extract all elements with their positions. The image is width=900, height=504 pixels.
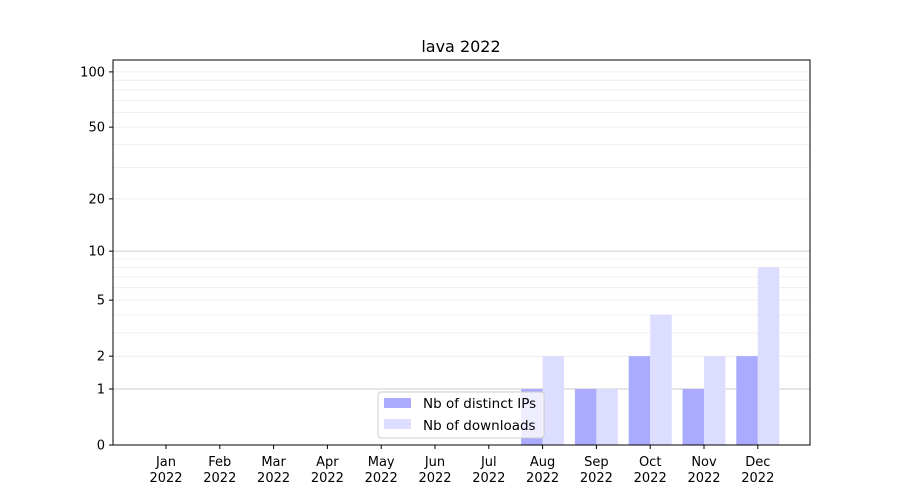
- plot-frame: [112, 59, 811, 446]
- x-tick-label: 2022: [311, 471, 344, 486]
- y-tick-label: 50: [88, 121, 105, 136]
- bar-downloads: [757, 267, 780, 445]
- x-tick-label: 2022: [526, 471, 559, 486]
- x-tick-label: 2022: [418, 471, 451, 486]
- x-tick-label: 2022: [203, 471, 236, 486]
- y-tick-label: 100: [80, 65, 105, 80]
- y-tick-label: 5: [97, 294, 105, 309]
- bar-distinct-ips: [574, 388, 597, 445]
- x-axis: Jan2022Feb2022Mar2022Apr2022May2022Jun20…: [149, 445, 774, 486]
- x-tick-label: Nov: [691, 455, 717, 470]
- x-tick-label: 2022: [365, 471, 398, 486]
- x-tick-label: Oct: [639, 455, 661, 470]
- x-tick-label: Sep: [584, 455, 609, 470]
- x-tick-label: Aug: [530, 455, 555, 470]
- y-tick-label: 1: [97, 382, 105, 397]
- bar-downloads: [704, 356, 726, 445]
- chart-title: lava 2022: [421, 37, 500, 56]
- x-tick-label: Apr: [316, 455, 339, 470]
- x-tick-label: May: [368, 455, 395, 470]
- x-tick-label: Dec: [745, 455, 770, 470]
- x-tick-label: Jan: [155, 455, 176, 470]
- bar-distinct-ips: [682, 388, 704, 445]
- bar-distinct-ips: [736, 356, 758, 445]
- bars: [521, 267, 780, 445]
- x-tick-label: 2022: [741, 471, 774, 486]
- y-tick-label: 0: [97, 439, 105, 454]
- bar-downloads: [596, 388, 618, 445]
- bar-distinct-ips: [628, 356, 651, 445]
- x-tick-label: 2022: [149, 471, 182, 486]
- x-tick-label: Mar: [261, 455, 286, 470]
- legend: Nb of distinct IPs Nb of downloads: [377, 391, 545, 439]
- legend-label-downloads: Nb of downloads: [423, 418, 536, 434]
- y-axis: 0 1 2 5 10 20 50 100: [80, 65, 113, 454]
- legend-swatch-downloads: [384, 419, 411, 429]
- x-tick-label: 2022: [257, 471, 290, 486]
- legend-swatch-ips: [384, 398, 411, 408]
- bar-downloads: [650, 314, 672, 445]
- grid: [113, 71, 810, 390]
- x-tick-label: Jul: [480, 455, 497, 470]
- bar-downloads: [542, 356, 565, 445]
- x-tick-label: 2022: [634, 471, 667, 486]
- y-tick-label: 10: [88, 245, 105, 260]
- x-tick-label: 2022: [687, 471, 720, 486]
- x-tick-label: Feb: [208, 455, 231, 470]
- y-tick-label: 20: [88, 192, 105, 207]
- legend-label-ips: Nb of distinct IPs: [423, 396, 536, 412]
- x-tick-label: 2022: [472, 471, 505, 486]
- x-tick-label: 2022: [580, 471, 613, 486]
- x-tick-label: Jun: [424, 455, 445, 470]
- y-tick-label: 2: [97, 350, 105, 365]
- legend-box: [377, 391, 545, 439]
